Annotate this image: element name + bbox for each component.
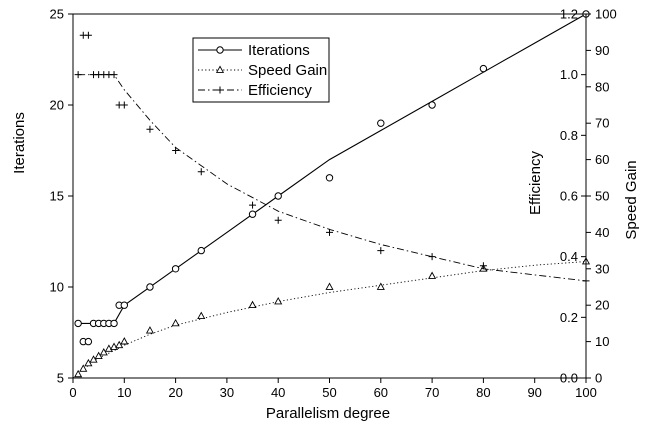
x-tick-label: 80 [476, 385, 490, 400]
x-tick-label: 70 [425, 385, 439, 400]
x-tick-label: 30 [220, 385, 234, 400]
legend-box [192, 37, 330, 103]
y-tick-label-speed-gain: 80 [595, 79, 609, 94]
iterations-point [377, 119, 385, 127]
y-tick-label-speed-gain: 0 [595, 371, 602, 386]
y-tick-label-iterations: 25 [50, 7, 64, 22]
x-tick-label: 50 [322, 385, 336, 400]
efficiency-point [249, 201, 257, 209]
efficiency-point [172, 147, 180, 154]
y-tick-label-efficiency: 1.2 [560, 7, 578, 22]
y-tick-label-speed-gain: 50 [595, 189, 609, 204]
speed-gain-point [248, 300, 257, 309]
speed-gain-point [274, 297, 283, 305]
efficiency-point [274, 216, 282, 224]
speed-gain-point [171, 318, 180, 327]
efficiency-point [479, 262, 487, 270]
speed-gain-point [325, 282, 334, 290]
legend: Iterations Speed Gain Efficiency [192, 37, 330, 103]
x-tick-label: 100 [575, 385, 597, 400]
speed-gain-point [120, 337, 129, 345]
y-tick-label-iterations: 5 [57, 371, 64, 386]
plot-marks [72, 10, 591, 379]
y-axis-title-speed-gain: Speed Gain [623, 160, 640, 239]
y-tick-label-iterations: 20 [50, 98, 64, 113]
y-tick-label-speed-gain: 90 [595, 43, 609, 58]
speed-gain-point [115, 340, 124, 349]
efficiency-point [120, 101, 128, 109]
speed-gain-point [74, 369, 83, 378]
efficiency-point [377, 247, 385, 255]
efficiency-point [428, 253, 436, 261]
speed-gain-point [89, 355, 98, 363]
speed-gain-point [376, 282, 385, 290]
y-tick-label-speed-gain: 70 [595, 116, 609, 131]
x-tick-label: 0 [69, 385, 76, 400]
legend-marker-efficiency [216, 86, 224, 94]
y-tick-label-efficiency: 0.6 [560, 189, 578, 204]
iterations-point [110, 319, 118, 328]
efficiency-point [146, 125, 154, 133]
x-tick-label: 20 [168, 385, 182, 400]
axis-ticks: 0 10 20 30 40 50 60 70 80 90 1005101520250.00.20.4… [50, 7, 617, 401]
legend-label-iterations: Iterations [248, 42, 310, 59]
x-tick-label: 90 [527, 385, 541, 400]
y-tick-label-speed-gain: 100 [595, 7, 617, 22]
y-tick-label-iterations: 15 [50, 189, 64, 204]
speed-gain-point [428, 271, 437, 279]
iterations-point [146, 283, 154, 291]
speed-gain-point [79, 364, 88, 372]
y-tick-label-efficiency: 0.2 [560, 310, 578, 325]
speed-gain-point [197, 311, 206, 319]
speed-gain-point [99, 347, 108, 356]
y-tick-label-iterations: 10 [50, 280, 64, 295]
efficiency-line [78, 74, 587, 282]
efficiency-point [74, 71, 82, 79]
y-tick-label-efficiency: 0.0 [560, 371, 578, 386]
x-tick-label: 40 [271, 385, 285, 400]
iterations-point [74, 319, 82, 328]
iterations-point [325, 174, 334, 182]
iterations-point [171, 265, 180, 273]
series-efficiency [74, 31, 590, 285]
iterations-point [428, 101, 436, 109]
legend-marker-speed-gain [215, 65, 225, 73]
speed-gain-point [84, 358, 93, 367]
efficiency-point [110, 71, 118, 79]
y-tick-label-efficiency: 0.8 [560, 128, 578, 143]
iterations-point [120, 301, 129, 309]
legend-label-speed-gain: Speed Gain [248, 62, 327, 79]
y-axis-title-iterations: Iterations [11, 112, 28, 174]
y-tick-label-speed-gain: 60 [595, 152, 609, 167]
iterations-point [274, 192, 282, 200]
legend-marker-iterations [216, 46, 224, 54]
efficiency-point [84, 31, 92, 39]
speed-gain-point [94, 351, 103, 360]
y-axis-title-efficiency: Efficiency [527, 151, 544, 215]
iterations-point [479, 64, 488, 73]
x-tick-label: 60 [374, 385, 388, 400]
series-iterations [74, 10, 590, 346]
legend-label-efficiency: Efficiency [248, 82, 312, 99]
speed-gain-point [145, 326, 155, 334]
y-tick-label-efficiency: 1.0 [560, 67, 578, 82]
iterations-point [248, 210, 257, 218]
series-speed-gain [72, 256, 591, 379]
efficiency-point [326, 228, 333, 236]
y-tick-label-speed-gain: 30 [595, 261, 609, 276]
y-tick-label-speed-gain: 10 [595, 334, 609, 349]
x-tick-label: 10 [117, 385, 131, 400]
efficiency-point [197, 168, 205, 176]
iterations-point [197, 246, 205, 255]
y-tick-label-speed-gain: 40 [595, 225, 609, 240]
y-tick-label-speed-gain: 20 [595, 298, 609, 313]
iterations-point [84, 337, 93, 346]
y-tick-label-efficiency: 0.4 [560, 249, 578, 264]
x-axis-title: Parallelism degree [266, 405, 390, 422]
